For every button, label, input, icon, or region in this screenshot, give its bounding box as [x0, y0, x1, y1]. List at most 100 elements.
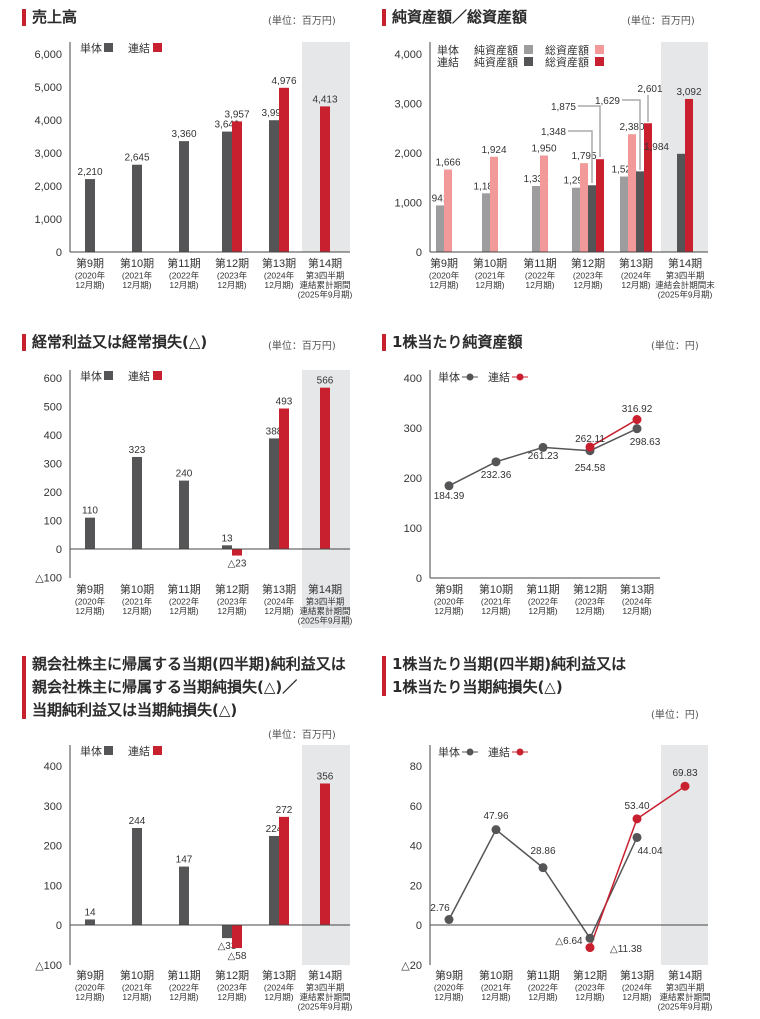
x-tick-label: 第14期 [308, 256, 342, 270]
bar-s1 [279, 87, 289, 253]
bar-value-label: 244 [129, 816, 146, 827]
y-tick-label: 3,000 [34, 148, 62, 160]
x-tick-label: 12月期) [75, 992, 104, 1002]
x-tick-label: 第10期 [120, 582, 154, 596]
x-tick-label: 第12期 [215, 582, 249, 596]
bar-value-label: 1,299 [563, 176, 588, 187]
bar-value-label: 1,629 [595, 96, 620, 107]
legend-label: 単体 [80, 369, 102, 383]
legend-label: 単体 [438, 370, 460, 384]
bar-value-label: △23 [228, 559, 247, 570]
y-tick-label: 400 [44, 430, 62, 442]
point-value-label: 316.92 [622, 404, 653, 415]
legend-swatch-consolidated-total [595, 57, 604, 66]
x-tick-label: (2023年 [217, 271, 248, 281]
x-tick-label: (2021年 [475, 271, 506, 281]
x-tick-label: 12月期) [169, 606, 198, 616]
chart-title-net-total-assets: 純資産額／総資産額 [382, 6, 527, 29]
legend-swatch-consolidated [153, 371, 162, 380]
x-tick-label: 12月期) [264, 992, 293, 1002]
point-value-label: 262.11 [575, 434, 605, 445]
x-tick-label: 12月期) [169, 992, 198, 1002]
legend-swatch-consolidated [153, 746, 162, 755]
bar-s1 [279, 408, 289, 549]
x-tick-label: 第3四半期 [306, 983, 345, 993]
bar-s1 [444, 169, 452, 252]
x-tick-label: 12月期) [434, 606, 463, 616]
bar-value-label: 4,976 [271, 76, 296, 87]
bar-s1 [232, 925, 242, 949]
x-tick-label: 第14期 [308, 968, 342, 982]
unit-label: (単位：円) [651, 341, 699, 352]
legend-swatch-single-net [524, 45, 533, 54]
y-tick-label: 0 [56, 544, 62, 556]
legend-label: 純資産額 [474, 44, 518, 57]
bar-value-label: 3,994 [261, 108, 286, 119]
y-tick-label: 400 [44, 761, 62, 773]
bar-value-label: 1,348 [541, 127, 566, 138]
y-tick-label: 6,000 [34, 49, 62, 61]
x-tick-label: 第10期 [479, 968, 513, 982]
bar-value-label: 356 [317, 771, 334, 782]
bar-single [179, 480, 189, 549]
x-tick-label: 第3四半期 [666, 271, 705, 281]
chart-title-bps: 1株当たり純資産額 [382, 331, 522, 354]
data-point-consolidated [585, 943, 595, 953]
y-tick-label: 2,000 [34, 181, 62, 193]
bar-single [269, 438, 279, 549]
x-tick-label: 第9期 [76, 582, 104, 596]
bar-single [222, 131, 232, 252]
bar-single [269, 120, 279, 252]
x-tick-label: 第11期 [167, 968, 200, 982]
bar-value-label: 110 [82, 506, 98, 517]
bar-value-label: 13 [221, 533, 233, 544]
y-tick-label: 100 [44, 516, 62, 528]
bar-value-label: 14 [84, 907, 96, 918]
bar-value-label: △33 [218, 941, 237, 952]
bar-single [482, 193, 490, 252]
x-tick-label: 第10期 [120, 968, 154, 982]
x-tick-label: (2024年 [622, 983, 653, 993]
x-tick-label: (2022年 [169, 983, 200, 993]
bar-value-label: 1,875 [551, 102, 576, 113]
leader-line [568, 130, 593, 183]
y-tick-label: 300 [404, 423, 422, 435]
data-point-consolidated [680, 781, 690, 791]
x-tick-label: 第13期 [262, 582, 296, 596]
title-line: 親会社株主に帰属する当期(四半期)純利益又は [32, 655, 346, 673]
x-tick-label: 12月期) [122, 992, 151, 1002]
y-tick-label: 200 [44, 841, 62, 853]
unit-label: (単位：円) [651, 710, 699, 721]
bar-s1 [628, 134, 636, 252]
point-value-label: 184.39 [434, 491, 465, 502]
x-tick-label: 第9期 [76, 968, 104, 982]
bar-single [269, 835, 279, 925]
x-tick-label: 第13期 [262, 256, 296, 270]
data-point-single [444, 915, 454, 925]
bar-single [85, 517, 95, 549]
x-tick-label: 12月期) [528, 992, 557, 1002]
point-value-label: △11.38 [610, 944, 642, 955]
x-tick-label: (2023年 [573, 271, 604, 281]
title-line: 1株当たり当期(四半期)純利益又は [392, 655, 627, 673]
x-tick-label: (2022年 [169, 597, 200, 607]
y-tick-label: 1,000 [394, 198, 422, 210]
leader-line [578, 105, 601, 157]
x-tick-label: (2020年 [434, 983, 465, 993]
x-tick-label: (2023年 [575, 983, 606, 993]
x-tick-label: 12月期) [621, 280, 650, 290]
x-tick-label: (2020年 [75, 271, 106, 281]
x-tick-label: (2022年 [528, 983, 559, 993]
bar-single [179, 866, 189, 925]
y-tick-label: 100 [44, 880, 62, 892]
bar-value-label: 147 [176, 855, 193, 866]
y-tick-label: 40 [410, 841, 422, 853]
bar-value-label: 493 [276, 396, 293, 407]
x-tick-label: 第12期 [573, 582, 607, 596]
legend-label: 総資産額 [545, 43, 589, 57]
x-tick-label: 12月期) [122, 280, 151, 290]
bar-value-label: 1,984 [644, 142, 669, 153]
bar-s1 [279, 816, 289, 925]
x-tick-label: 第11期 [526, 968, 559, 982]
x-tick-label: 12月期) [429, 280, 458, 290]
